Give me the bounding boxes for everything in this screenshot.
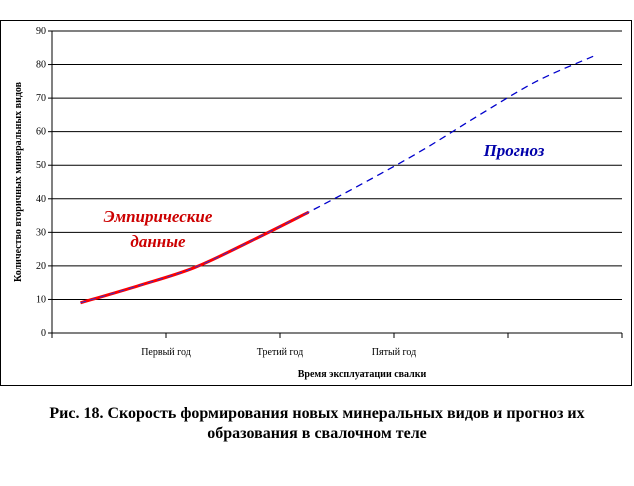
chart-border (0, 20, 632, 386)
y-tick-label: 30 (36, 227, 46, 238)
y-tick-label: 80 (36, 60, 46, 71)
labels: Эмпирические данные Прогноз (104, 141, 545, 251)
axes: 0 10 20 30 40 50 60 70 80 90 Первый год Третий год П… (13, 26, 623, 380)
grid (52, 30, 622, 300)
annotation-forecast: Прогноз (483, 141, 545, 160)
y-tick-label: 20 (36, 261, 46, 272)
y-tick-label: 10 (36, 294, 46, 305)
y-tick-label: 50 (36, 160, 46, 171)
y-tick-label: 70 (36, 93, 46, 104)
series-forecast-line (80, 55, 594, 304)
y-axis-title: Количество вторичных минеральных видов (13, 81, 24, 282)
y-tick-label: 40 (36, 194, 46, 205)
y-tick-label: 60 (36, 127, 46, 138)
x-axis-title: Время эксплуатации свалки (298, 369, 427, 380)
x-tick-label: Третий год (257, 347, 303, 358)
x-tick-label: Пятый год (372, 347, 416, 358)
annotation-empirical-line1: Эмпирические (104, 207, 213, 226)
series-empirical-overlay (80, 211, 309, 304)
chart-area: 0 10 20 30 40 50 60 70 80 90 Первый год Третий год П… (0, 20, 632, 386)
y-tick-label: 90 (36, 26, 46, 37)
annotation-empirical-line2: данные (130, 232, 186, 251)
caption-line-2: образования в свалочном теле (207, 425, 427, 442)
x-tick-label: Первый год (141, 347, 191, 358)
caption-line-1: Рис. 18. Скорость формирования новых мин… (49, 405, 585, 422)
series (80, 55, 594, 305)
line-chart: 0 10 20 30 40 50 60 70 80 90 Первый год Третий год П… (0, 20, 632, 386)
y-tick-label: 0 (41, 328, 46, 339)
figure-caption: Рис. 18. Скорость формирования новых мин… (0, 404, 634, 444)
